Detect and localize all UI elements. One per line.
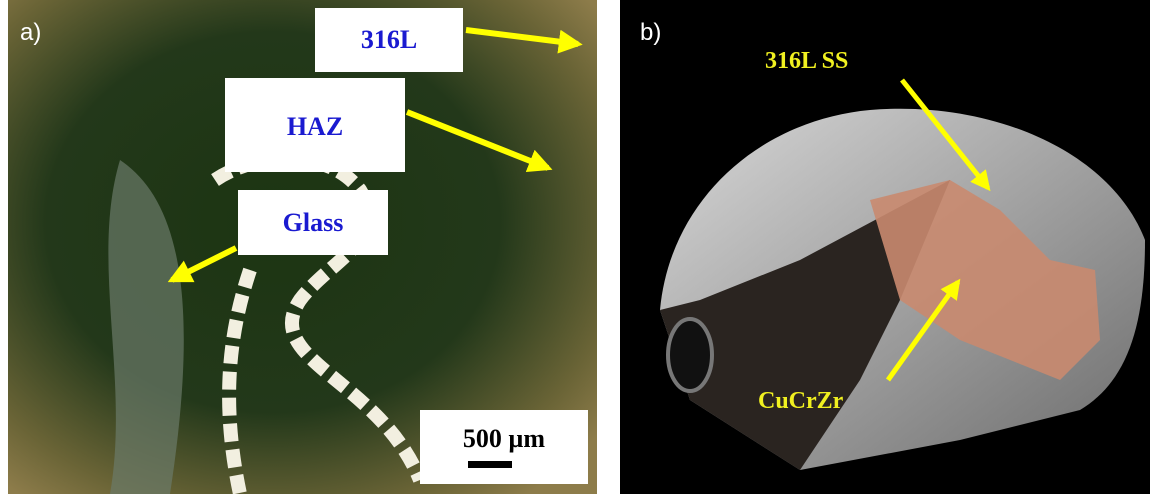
annotation: Glass [283, 208, 344, 237]
annotation: 316L [361, 25, 417, 54]
panel-a: a) 316L HAZ Glass 500 µm [8, 0, 597, 494]
annotation: CuCrZr [758, 388, 844, 414]
annotation: HAZ [287, 112, 343, 141]
annotation: 316L SS [765, 48, 848, 74]
scale-bar [468, 461, 512, 468]
panel-b: b) 316L SS CuCrZr [620, 0, 1150, 494]
panel-label: a) [20, 19, 41, 46]
figure: a) 316L HAZ Glass 500 µm b) 316L SS CuCr… [0, 0, 1150, 494]
bore [668, 319, 712, 391]
scale-label: 500 µm [463, 424, 545, 453]
panel-label: b) [640, 19, 661, 46]
